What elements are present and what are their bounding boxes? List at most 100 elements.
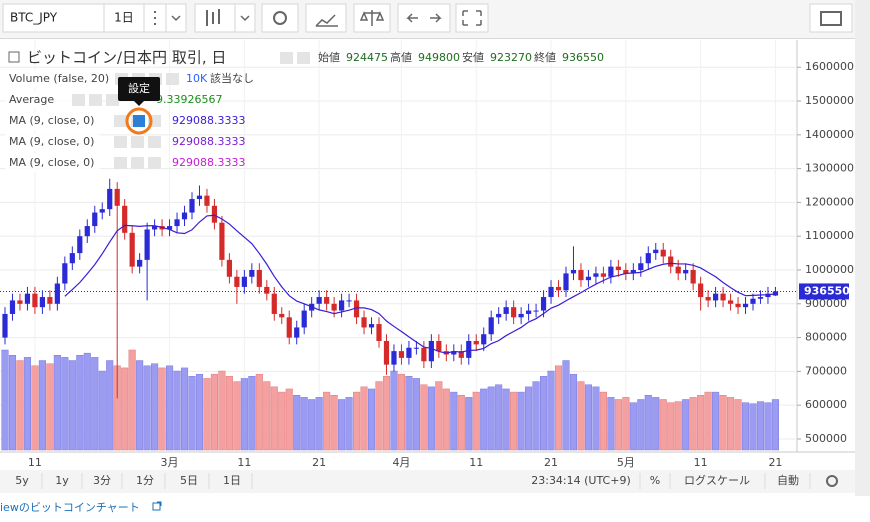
interval[interactable]: 1日 (114, 11, 134, 25)
x-tick-label: 21 (312, 456, 326, 469)
volume-bar (659, 399, 667, 451)
range-button[interactable]: 1日 (223, 474, 241, 487)
dropdown-button[interactable] (165, 3, 187, 33)
candle-body (526, 310, 532, 314)
settings-icon[interactable] (133, 115, 145, 127)
candle-body (600, 273, 606, 277)
symbol[interactable]: BTC_JPY (10, 11, 58, 25)
y-tick-label: 1500000 (805, 94, 854, 107)
volume-bar (569, 373, 578, 451)
y-tick-label: 1300000 (805, 162, 854, 175)
caret-icon (171, 15, 250, 22)
candle-body (129, 232, 135, 267)
indicators-button[interactable] (305, 3, 347, 33)
ohlc-value: 949800 (418, 51, 460, 64)
candle-body (668, 256, 674, 267)
candle-body (750, 298, 756, 304)
candle-body (413, 347, 419, 349)
candle-body (234, 276, 240, 287)
volume-bar (727, 397, 735, 451)
volume-bar (510, 391, 518, 451)
log-scale-toggle[interactable]: ログスケール (684, 473, 750, 487)
chart-style-button[interactable] (194, 3, 236, 33)
last-price-label: 936550 (804, 284, 850, 297)
legend-icon[interactable] (280, 52, 293, 64)
indicator-label: 10K (186, 72, 208, 85)
volume-bar (472, 391, 480, 451)
candle-body (645, 253, 651, 264)
candle-body (638, 263, 644, 271)
range-button[interactable]: 1y (55, 474, 69, 487)
range-button[interactable]: 5y (15, 474, 29, 487)
legend-icon[interactable] (297, 52, 310, 64)
volume-bar (278, 391, 286, 451)
undo-redo-button[interactable] (397, 3, 451, 33)
indicator-value: 9.33926567 (156, 93, 222, 106)
candle-body (675, 266, 681, 274)
legend-icon[interactable] (72, 94, 85, 106)
percent-toggle[interactable]: % (650, 474, 660, 487)
volume-bar (435, 381, 443, 451)
range-button[interactable]: 1分 (136, 474, 154, 487)
candle-body (585, 276, 592, 281)
volume-bar (188, 376, 196, 451)
y-tick-label: 1400000 (805, 128, 854, 141)
legend-icon[interactable] (89, 94, 102, 106)
candle-body (720, 293, 726, 301)
volume-bar (121, 367, 129, 451)
volume-bar (517, 391, 525, 451)
candle-body (137, 259, 143, 267)
auto-toggle[interactable]: 自動 (777, 473, 799, 487)
collapse-icon[interactable] (8, 51, 20, 63)
candle-body (62, 263, 68, 284)
toolbar-buttons (2, 3, 853, 33)
candle-body (376, 324, 382, 341)
volume-bar (697, 395, 705, 451)
settings-gear[interactable] (826, 475, 838, 487)
volume-bar (203, 378, 211, 451)
volume-bar (637, 399, 645, 451)
snapshot-button[interactable] (809, 3, 853, 33)
legend-icon[interactable] (148, 136, 161, 148)
legend-icon[interactable] (114, 157, 127, 169)
candle-body (540, 297, 547, 311)
legend-icon[interactable] (166, 73, 179, 85)
footer-link[interactable]: iewのビットコインチャート (0, 501, 140, 514)
indicator-name: MA (9, close, 0) (9, 114, 94, 127)
volume-bar (584, 384, 592, 451)
candle-body (54, 283, 60, 304)
candle-body (316, 297, 322, 304)
scale-icon (359, 10, 385, 26)
external-link-icon (152, 501, 162, 511)
range-button[interactable]: 5日 (180, 474, 198, 487)
legend-icon[interactable] (131, 157, 144, 169)
symbol-box[interactable] (2, 3, 105, 33)
candle-body (32, 293, 38, 308)
y-tick-label: 600000 (805, 398, 847, 411)
volume-bar (300, 397, 308, 451)
candle-body (256, 270, 262, 287)
candle-body (264, 286, 270, 294)
dropdown-button[interactable] (234, 3, 256, 33)
volume-bar (450, 391, 458, 451)
fullscreen-button[interactable] (455, 3, 489, 33)
legend-icon[interactable] (131, 136, 144, 148)
settings-button[interactable] (261, 3, 299, 33)
candle-body (735, 303, 741, 308)
candle-body (698, 283, 704, 298)
legend-icon[interactable] (148, 157, 161, 169)
volume-bar (128, 349, 136, 451)
candle-body (204, 195, 210, 206)
legend-icon[interactable] (106, 94, 119, 106)
legend-icon[interactable] (114, 136, 127, 148)
range-button[interactable]: 3分 (93, 474, 111, 487)
candle-body (578, 270, 584, 281)
candle-body (361, 317, 367, 328)
volume-bar (83, 352, 91, 451)
x-tick-label: 21 (768, 456, 782, 469)
volume-bar (345, 397, 353, 451)
legend-icon[interactable] (114, 115, 127, 127)
highlight-ring (125, 107, 153, 135)
volume-bar (151, 363, 159, 451)
